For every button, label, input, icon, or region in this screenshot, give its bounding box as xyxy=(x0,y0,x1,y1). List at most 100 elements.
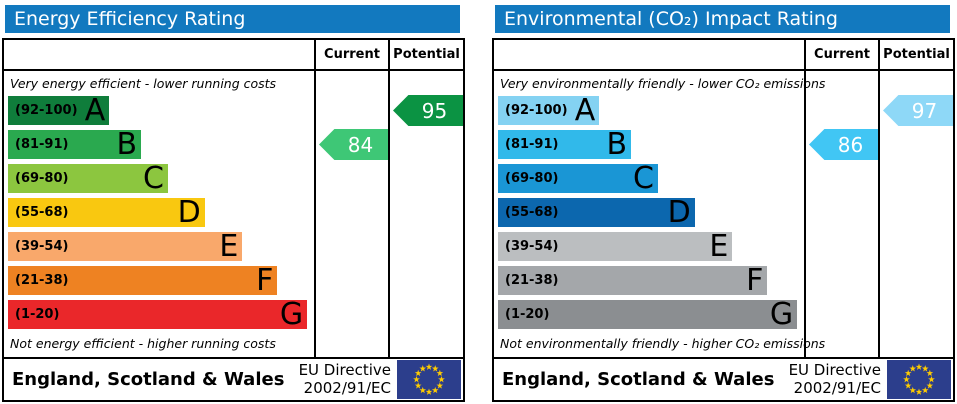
band-row-A: (92-100) A xyxy=(8,93,312,128)
eu-directive-line2: 2002/91/EC xyxy=(303,378,391,397)
band-F: (21-38) F xyxy=(498,263,768,298)
region-label: England, Scotland & Wales xyxy=(502,369,775,390)
band-D: (55-68) D xyxy=(498,195,695,230)
rating-table: Current Potential Very energy efficient … xyxy=(2,38,465,402)
band-range-label: (92-100) xyxy=(15,103,78,118)
band-B: (81-91) B xyxy=(8,127,142,162)
header-potential-cell: Potential xyxy=(878,40,953,71)
band-row-B: (81-91) B xyxy=(498,127,802,162)
band-D: (55-68) D xyxy=(8,195,205,230)
band-row-D: (55-68) D xyxy=(8,195,312,230)
band-range-label: (81-91) xyxy=(505,137,559,152)
eu-flag-icon xyxy=(887,360,951,399)
band-letter: E xyxy=(219,229,239,264)
current-column-label: Current xyxy=(324,47,380,62)
current-rating-arrow: 86 xyxy=(809,129,879,160)
current-value-cell: 86 xyxy=(804,71,879,357)
band-row-F: (21-38) F xyxy=(498,263,802,298)
band-range-label: (55-68) xyxy=(15,205,69,220)
header-current-cell: Current xyxy=(804,40,878,71)
footer-cell: England, Scotland & Wales EU Directive 2… xyxy=(4,357,463,400)
band-B: (81-91) B xyxy=(498,127,632,162)
band-G: (1-20) G xyxy=(8,297,308,332)
band-range-label: (39-54) xyxy=(15,239,69,254)
band-row-A: (92-100) A xyxy=(498,93,802,128)
band-letter: A xyxy=(574,93,596,128)
band-range-label: (1-20) xyxy=(15,307,60,322)
band-row-E: (39-54) E xyxy=(8,229,312,264)
potential-column-label: Potential xyxy=(393,47,460,62)
panel-title: Environmental (CO₂) Impact Rating xyxy=(495,5,950,33)
band-row-G: (1-20) G xyxy=(8,297,312,332)
band-range-label: (21-38) xyxy=(15,273,69,288)
band-row-C: (69-80) C xyxy=(498,161,802,196)
bands-cell: Very environmentally friendly - lower CO… xyxy=(494,71,825,357)
potential-rating-arrow: 95 xyxy=(393,95,463,126)
region-label: England, Scotland & Wales xyxy=(12,369,285,390)
current-column-label: Current xyxy=(814,47,870,62)
band-range-label: (69-80) xyxy=(15,171,69,186)
header-empty-cell xyxy=(4,40,314,71)
band-A: (92-100) A xyxy=(498,93,600,128)
band-A: (92-100) A xyxy=(8,93,110,128)
band-C: (69-80) C xyxy=(8,161,168,196)
eu-directive-line1: EU Directive xyxy=(298,360,391,379)
band-row-B: (81-91) B xyxy=(8,127,312,162)
band-range-label: (55-68) xyxy=(505,205,559,220)
footer-cell: England, Scotland & Wales EU Directive 2… xyxy=(494,357,953,400)
eu-directive-line1: EU Directive xyxy=(788,360,881,379)
band-range-label: (92-100) xyxy=(505,103,568,118)
band-letter: F xyxy=(746,263,764,298)
band-range-label: (21-38) xyxy=(505,273,559,288)
band-range-label: (81-91) xyxy=(15,137,69,152)
header-empty-cell xyxy=(494,40,804,71)
band-row-D: (55-68) D xyxy=(498,195,802,230)
panel-title: Energy Efficiency Rating xyxy=(5,5,460,33)
band-range-label: (1-20) xyxy=(505,307,550,322)
environmental-impact-panel: Environmental (CO₂) Impact Rating Curren… xyxy=(490,0,957,404)
band-letter: C xyxy=(632,161,654,196)
potential-rating-arrow: 97 xyxy=(883,95,953,126)
band-letter: A xyxy=(84,93,106,128)
bottom-note: Not environmentally friendly - higher CO… xyxy=(500,336,826,351)
energy-efficiency-panel: Energy Efficiency Rating Current Potenti… xyxy=(0,0,467,404)
band-E: (39-54) E xyxy=(498,229,733,264)
band-G: (1-20) G xyxy=(498,297,798,332)
band-E: (39-54) E xyxy=(8,229,243,264)
header-current-cell: Current xyxy=(314,40,388,71)
band-letter: D xyxy=(177,195,201,230)
band-range-label: (69-80) xyxy=(505,171,559,186)
band-letter: C xyxy=(142,161,164,196)
rating-bands: (92-100) A (81-91) B (69-80) C (55-68) D (39-54)… xyxy=(498,96,802,334)
band-range-label: (39-54) xyxy=(505,239,559,254)
eu-directive-label: EU Directive 2002/91/EC xyxy=(298,360,391,397)
band-row-E: (39-54) E xyxy=(498,229,802,264)
band-row-F: (21-38) F xyxy=(8,263,312,298)
band-letter: G xyxy=(279,297,304,332)
band-letter: E xyxy=(709,229,729,264)
header-potential-cell: Potential xyxy=(388,40,463,71)
top-note: Very environmentally friendly - lower CO… xyxy=(500,76,826,91)
current-rating-arrow: 84 xyxy=(319,129,389,160)
top-note: Very energy efficient - lower running co… xyxy=(10,76,277,91)
eu-flag-icon xyxy=(397,360,461,399)
eu-directive-line2: 2002/91/EC xyxy=(793,378,881,397)
band-letter: B xyxy=(606,127,628,162)
bottom-note: Not energy efficient - higher running co… xyxy=(10,336,276,351)
rating-bands: (92-100) A (81-91) B (69-80) C (55-68) D (39-54)… xyxy=(8,96,312,334)
potential-value-cell: 95 xyxy=(388,71,463,357)
band-letter: G xyxy=(769,297,794,332)
band-F: (21-38) F xyxy=(8,263,278,298)
potential-column-label: Potential xyxy=(883,47,950,62)
band-letter: D xyxy=(667,195,691,230)
band-row-C: (69-80) C xyxy=(8,161,312,196)
current-value-cell: 84 xyxy=(314,71,389,357)
band-C: (69-80) C xyxy=(498,161,658,196)
potential-value-cell: 97 xyxy=(878,71,953,357)
band-row-G: (1-20) G xyxy=(498,297,802,332)
rating-table: Current Potential Very environmentally f… xyxy=(492,38,955,402)
band-letter: F xyxy=(256,263,274,298)
band-letter: B xyxy=(116,127,138,162)
eu-directive-label: EU Directive 2002/91/EC xyxy=(788,360,881,397)
